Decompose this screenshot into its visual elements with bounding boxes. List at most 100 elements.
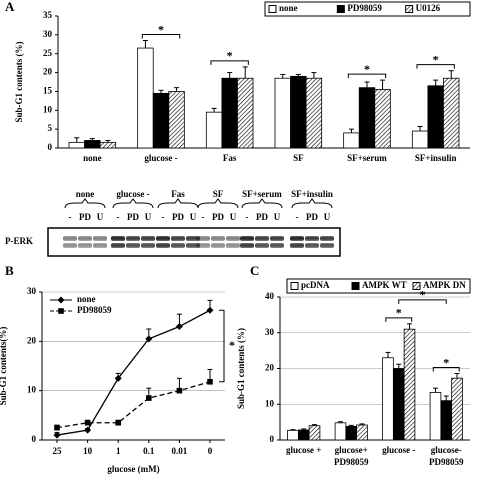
legend-marker [58, 308, 64, 314]
blot-brace [197, 198, 239, 209]
y-tick-label: 20 [265, 363, 275, 373]
blot-band [255, 243, 269, 248]
bar [403, 328, 416, 441]
blot-lane-label: - [202, 212, 205, 222]
significance-bracket [347, 73, 387, 79]
point [84, 419, 91, 426]
blot-band [111, 236, 125, 241]
blot-band [126, 243, 140, 248]
legend-label: AMPK WT [362, 280, 407, 290]
x-tick-label: 10 [83, 446, 93, 456]
annotation: * [364, 62, 370, 76]
bar [345, 426, 358, 441]
blot-lane-label: U [97, 212, 104, 222]
point [114, 374, 122, 382]
bar [305, 77, 323, 149]
bar [205, 111, 223, 149]
blot-band [211, 243, 225, 248]
x-tick-label: glucose+ [335, 445, 368, 455]
bar [221, 77, 238, 149]
annotation: * [227, 49, 233, 63]
bar [356, 424, 368, 441]
bar [152, 92, 170, 149]
blot-band [270, 243, 284, 248]
blot-lane-label: - [162, 212, 165, 222]
blot-brace [291, 198, 333, 209]
y-tick-label: 30 [265, 327, 275, 337]
y-axis-title: Sub-G1 contents (%) [14, 41, 24, 122]
blot-lane-label: - [69, 212, 72, 222]
x-tick-label: glucose - [144, 153, 177, 163]
legend-label: AMPK DN [423, 280, 466, 290]
blot-lane-label: - [246, 212, 249, 222]
blot-brace [157, 198, 199, 209]
annotation: * [433, 52, 439, 66]
significance-bracket [416, 64, 455, 69]
annotation: * [229, 338, 235, 352]
blot-band [196, 236, 210, 241]
blot-group-label: Fas [171, 189, 185, 199]
bar [392, 368, 405, 441]
blot-brace [64, 198, 106, 209]
bar [137, 47, 154, 149]
legend-swatch [405, 5, 414, 13]
x-tick-label: SF+insulin [415, 153, 457, 163]
blot-band [196, 243, 210, 248]
blot-band [305, 236, 319, 241]
x-tick-label: PD98059 [429, 457, 464, 467]
blot-band [226, 236, 240, 241]
blot-lane-label: PD [172, 212, 184, 222]
x-tick-label: 0.01 [172, 446, 188, 456]
y-tick-label: 0 [32, 434, 37, 444]
bar [358, 87, 376, 149]
blot-lane-label: U [274, 212, 281, 222]
bar [274, 77, 291, 149]
blot-band [93, 236, 107, 241]
annotation: * [443, 355, 449, 369]
y-tick-label: 10 [43, 104, 53, 114]
blot-lane-label: PD [127, 212, 139, 222]
bar [443, 77, 460, 149]
y-tick-label: 40 [265, 291, 275, 301]
x-tick-label: 0 [208, 446, 213, 456]
x-tick-label: SF+serum [347, 153, 387, 163]
blot-band [320, 236, 334, 241]
line [56, 309, 211, 436]
panel-label: C [250, 263, 259, 278]
x-axis-title: glucose (mM) [107, 464, 159, 474]
blot-group-label: none [76, 189, 95, 199]
x-tick-label: 25 [53, 446, 63, 456]
blot-band [171, 243, 185, 248]
blot-group-label: glucose - [116, 189, 149, 199]
legend-label: PD98059 [347, 3, 382, 13]
x-tick-label: 1 [116, 446, 121, 456]
x-tick-label: SF [293, 153, 304, 163]
blot-group-label: SF+serum [242, 189, 282, 199]
bar [290, 75, 307, 149]
blot-band [290, 243, 304, 248]
blot-band [255, 236, 269, 241]
blot-lane-label: PD [256, 212, 268, 222]
blot-brace [241, 198, 283, 209]
bar [99, 141, 117, 149]
line [56, 381, 211, 429]
point [53, 431, 61, 439]
bar [429, 392, 442, 441]
x-tick-label: glucose + [286, 445, 321, 455]
bar [334, 422, 347, 441]
blot-band [111, 243, 125, 248]
blot-lane-label: U [190, 212, 197, 222]
bar [68, 141, 85, 149]
blot-band [156, 236, 170, 241]
x-tick-label: none [83, 153, 102, 163]
y-tick-label: 10 [265, 398, 275, 408]
legend-label: none [279, 3, 298, 13]
legend-label: none [77, 294, 96, 304]
bar [440, 400, 453, 441]
panel-label: B [5, 263, 14, 278]
blot-lane-label: PD [79, 212, 91, 222]
y-tick-label: 35 [43, 10, 53, 20]
bar [308, 425, 321, 441]
blot-lane-label: U [145, 212, 152, 222]
